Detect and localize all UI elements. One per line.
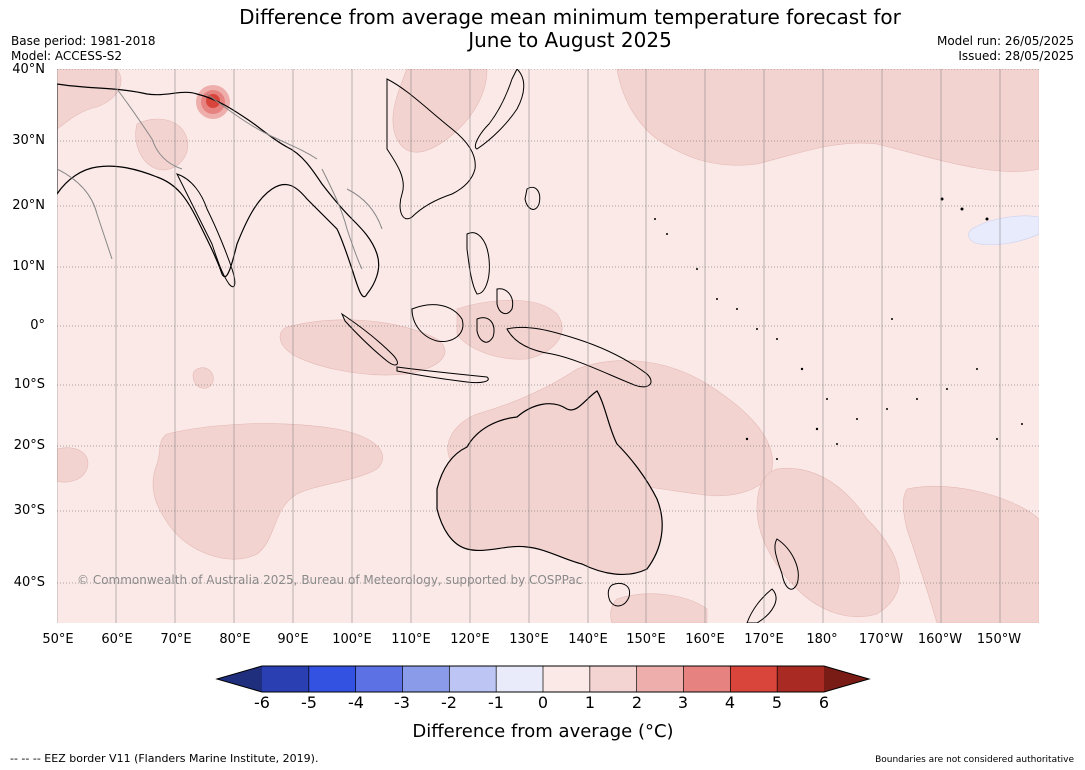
colorbar-tick: 3 xyxy=(677,693,689,712)
pacific-islands xyxy=(654,197,1023,460)
model-run: Model run: 26/05/2025 xyxy=(936,34,1074,48)
colorbar-cell xyxy=(683,666,731,692)
colorbar-tick: 4 xyxy=(724,693,736,712)
lon-label: 50°E xyxy=(42,632,74,647)
colorbar-cell xyxy=(449,666,497,692)
colorbar-title: Difference from average (°C) xyxy=(412,721,674,742)
lon-label: 100°E xyxy=(332,632,372,647)
copyright-notice: © Commonwealth of Australia 2025, Bureau… xyxy=(77,573,583,587)
boundary-disclaimer: Boundaries are not considered authoritat… xyxy=(875,755,1074,765)
lon-label: 60°E xyxy=(101,632,133,647)
lat-label: 40°S xyxy=(13,575,45,590)
colorbar-cell xyxy=(217,666,262,692)
tasmania-outline xyxy=(607,583,631,607)
anomaly-negative-region xyxy=(968,215,1039,245)
anomaly-map: © Commonwealth of Australia 2025, Bureau… xyxy=(57,69,1039,623)
maritime-asia-coastlines xyxy=(340,186,652,388)
colorbar-tick: 5 xyxy=(771,693,783,712)
lon-label: 150°E xyxy=(626,632,666,647)
colorbar-tick: 2 xyxy=(631,693,643,712)
colorbar-tick: -4 xyxy=(348,693,364,712)
colorbar-cell xyxy=(777,666,825,692)
lat-label: 20°N xyxy=(12,198,45,213)
lon-label: 140°E xyxy=(568,632,608,647)
lat-label: 30°S xyxy=(13,503,45,518)
lat-label: 20°S xyxy=(13,438,45,453)
colorbar-tick: -1 xyxy=(488,693,504,712)
colorbar-cell xyxy=(730,666,778,692)
colorbar-tick: -2 xyxy=(441,693,457,712)
colorbar-tick: -6 xyxy=(254,693,270,712)
india-coastline xyxy=(176,173,236,288)
lat-label: 0° xyxy=(30,318,45,333)
issued-date: Issued: 28/05/2025 xyxy=(958,49,1074,63)
model-name: Model: ACCESS-S2 xyxy=(11,49,123,63)
australia-outline xyxy=(436,390,663,575)
lon-label: 170°E xyxy=(744,632,784,647)
new-zealand-outline xyxy=(746,538,799,623)
lon-label: 120°E xyxy=(450,632,490,647)
colorbar xyxy=(215,665,871,693)
colorbar-cell xyxy=(636,666,684,692)
china-coastline xyxy=(386,78,476,220)
colorbar-cell xyxy=(262,666,310,692)
lon-label: 110°E xyxy=(391,632,431,647)
colorbar-cell xyxy=(496,666,544,692)
longitude-gridlines xyxy=(57,69,1001,623)
colorbar-tick: 0 xyxy=(537,693,549,712)
colorbar-tick: 1 xyxy=(584,693,596,712)
map-canvas xyxy=(57,69,1039,623)
colorbar-cell xyxy=(355,666,403,692)
japan-coastline xyxy=(474,69,525,150)
eez-border-note: -- -- -- EEZ border V11 (Flanders Marine… xyxy=(10,752,319,765)
country-borders xyxy=(57,88,383,270)
lon-label: 70°E xyxy=(160,632,192,647)
lon-label: 90°E xyxy=(277,632,309,647)
lat-label: 10°S xyxy=(13,377,45,392)
hotspot-himalaya xyxy=(196,85,230,119)
lat-label: 10°N xyxy=(12,259,45,274)
colorbar-cell xyxy=(589,666,638,692)
lat-label: 40°N xyxy=(12,62,45,77)
lon-label: 130°E xyxy=(509,632,549,647)
colorbar-cell xyxy=(543,666,591,692)
lon-label: 160°W xyxy=(917,632,963,647)
colorbar-cell xyxy=(402,666,450,692)
lon-label: 160°E xyxy=(685,632,725,647)
lon-label: 180° xyxy=(806,632,838,647)
map-title: Difference from average mean minimum tem… xyxy=(239,5,901,29)
lat-label: 30°N xyxy=(12,133,45,148)
lon-label: 170°W xyxy=(858,632,904,647)
colorbar-tick: 6 xyxy=(818,693,830,712)
colorbar-cell xyxy=(824,666,869,692)
lon-label: 80°E xyxy=(219,632,251,647)
colorbar-cell xyxy=(308,666,357,692)
base-period: Base period: 1981-2018 xyxy=(11,34,156,48)
colorbar-tick: -5 xyxy=(301,693,317,712)
lon-label: 150°W xyxy=(976,632,1022,647)
map-subtitle: June to August 2025 xyxy=(468,28,672,52)
colorbar-tick: -3 xyxy=(394,693,410,712)
